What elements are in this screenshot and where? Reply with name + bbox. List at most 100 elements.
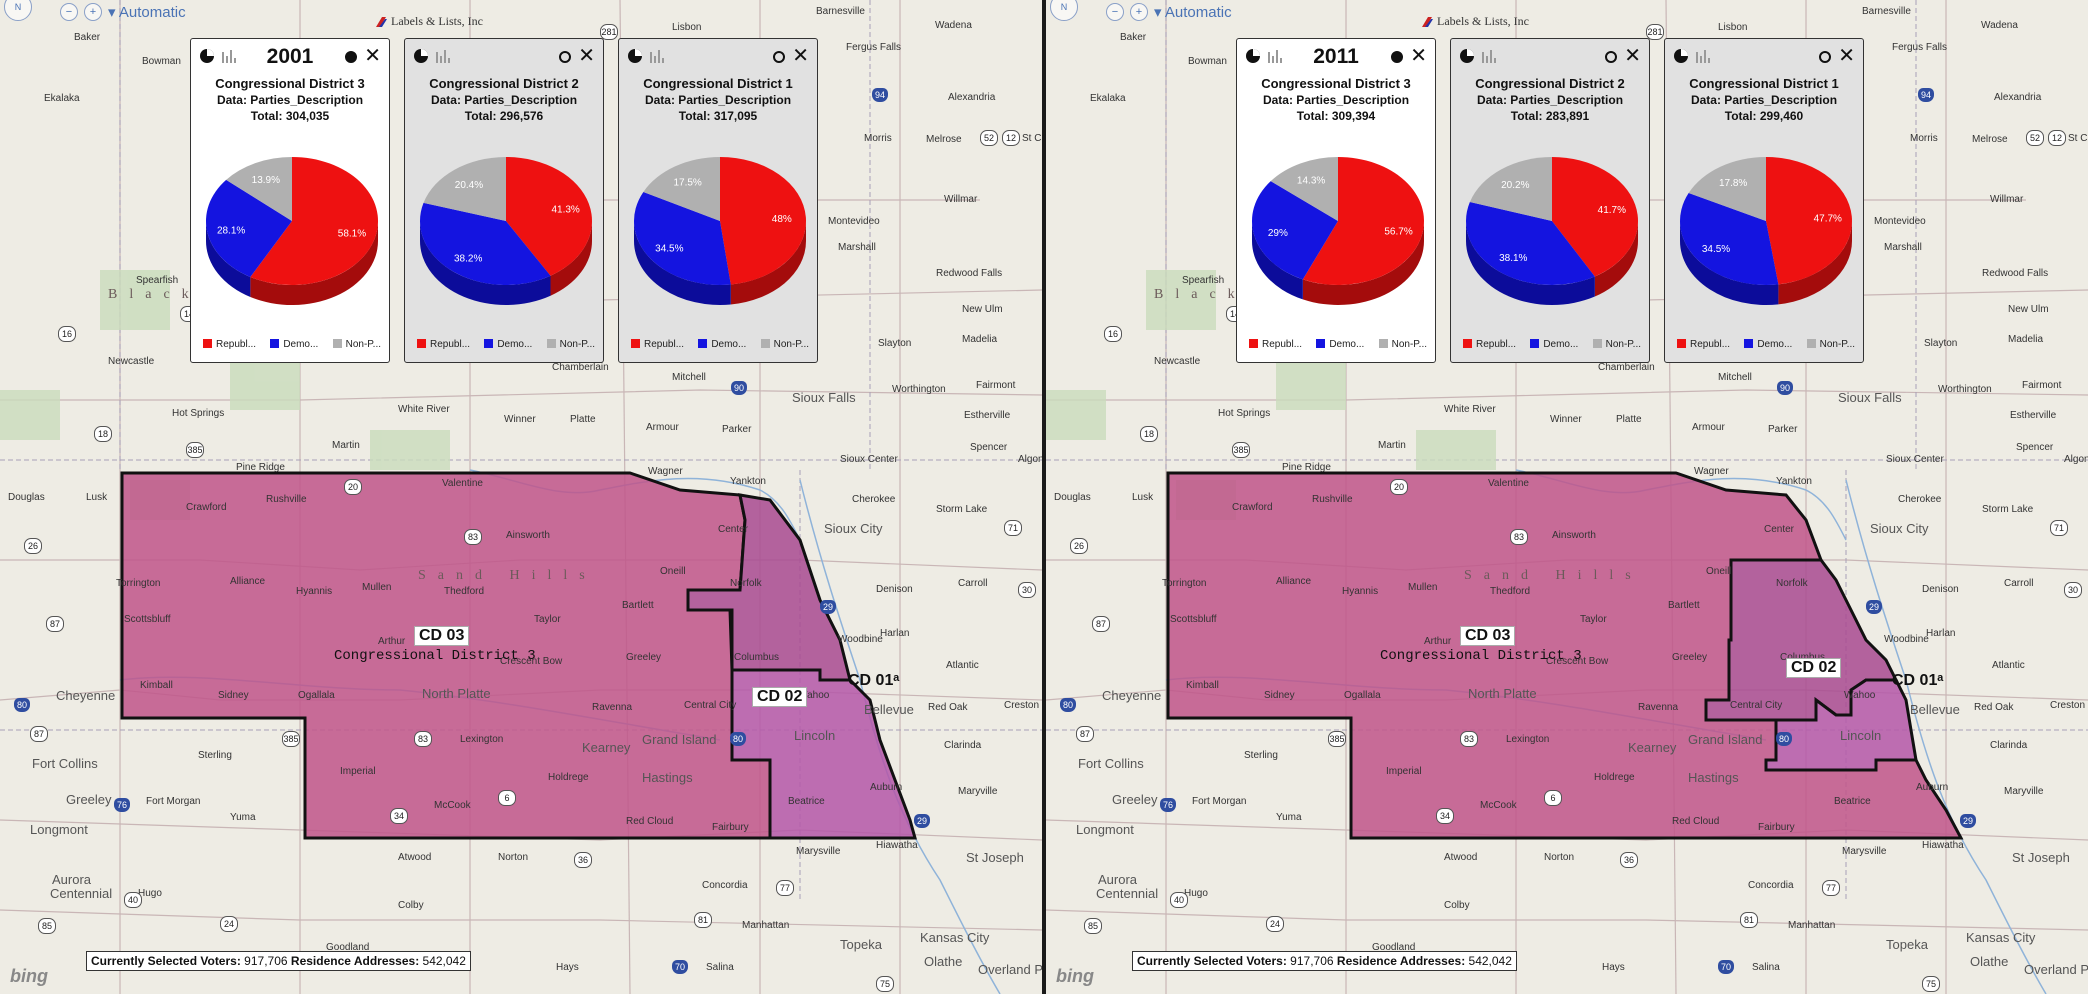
close-icon[interactable]: ✕ bbox=[364, 45, 381, 67]
close-icon[interactable]: ✕ bbox=[792, 45, 809, 67]
legend-item-nonpartisan: Non-P... bbox=[760, 339, 809, 350]
place-label: Fort Morgan bbox=[1192, 796, 1247, 807]
card-title: Congressional District 3 bbox=[1261, 76, 1411, 91]
interstate-shield: 80 bbox=[14, 698, 30, 712]
legend: Republ... Demo... Non-P... bbox=[1677, 339, 1855, 350]
bar-chart-icon[interactable] bbox=[649, 48, 665, 64]
district-card[interactable]: ✕ Congressional District 1 Data: Parties… bbox=[1664, 38, 1864, 363]
pie-value-label: 20.2% bbox=[1501, 180, 1529, 191]
place-label: Armour bbox=[1692, 422, 1725, 433]
radio-icon[interactable] bbox=[1605, 51, 1617, 63]
brand-logo: Labels & Lists, Inc bbox=[374, 14, 483, 29]
us-route-shield: 87 bbox=[30, 726, 48, 742]
compass-icon[interactable]: N bbox=[1050, 0, 1078, 21]
bar-chart-icon[interactable] bbox=[1695, 48, 1711, 64]
district-2-label[interactable]: CD 02 bbox=[1786, 658, 1842, 678]
map-style-dropdown[interactable]: ▾ Automatic bbox=[1154, 4, 1232, 21]
zoom-out-button[interactable]: − bbox=[1106, 3, 1124, 21]
pie-chart-icon[interactable] bbox=[627, 48, 643, 64]
district-1-label[interactable]: CD 01ᵃ bbox=[848, 672, 900, 689]
zoom-in-button[interactable]: + bbox=[1130, 3, 1148, 21]
district-3-label[interactable]: CD 03 bbox=[1460, 626, 1516, 646]
place-label: Longmont bbox=[30, 822, 88, 837]
district-2-label[interactable]: CD 02 bbox=[752, 687, 808, 707]
legend: Republ... Demo... Non-P... bbox=[203, 339, 381, 350]
place-label: Melrose bbox=[926, 134, 962, 145]
district-card[interactable]: ✕ Congressional District 1 Data: Parties… bbox=[618, 38, 818, 363]
place-label: Hays bbox=[556, 962, 579, 973]
place-label: Goodland bbox=[326, 942, 370, 953]
close-icon[interactable]: ✕ bbox=[1838, 45, 1855, 67]
close-icon[interactable]: ✕ bbox=[1410, 45, 1427, 67]
pie-slice-democrat bbox=[1680, 193, 1779, 285]
radio-icon[interactable] bbox=[1391, 51, 1403, 63]
legend-item-democrat: Demo... bbox=[1530, 339, 1578, 350]
bar-chart-icon[interactable] bbox=[221, 48, 237, 64]
place-label: Arthur bbox=[1424, 636, 1452, 647]
place-label: Olathe bbox=[1970, 954, 2009, 969]
us-route-shield: 18 bbox=[94, 426, 112, 442]
radio-icon[interactable] bbox=[559, 51, 571, 63]
place-label: Willmar bbox=[1990, 194, 2024, 205]
place-label: Hugo bbox=[138, 888, 162, 899]
card-total: Total: 299,460 bbox=[1724, 109, 1804, 123]
place-label: Parker bbox=[1768, 424, 1798, 435]
map-style-dropdown[interactable]: ▾ Automatic bbox=[108, 4, 186, 21]
bar-chart-icon[interactable] bbox=[1267, 48, 1283, 64]
place-label: Marshall bbox=[838, 242, 876, 253]
place-label: Lusk bbox=[1132, 492, 1154, 503]
addresses-label: Residence Addresses: bbox=[1336, 954, 1466, 968]
bar-chart-icon[interactable] bbox=[435, 48, 451, 64]
place-label: Slayton bbox=[1924, 338, 1958, 349]
us-route-shield: 36 bbox=[1620, 852, 1638, 868]
zoom-in-button[interactable]: + bbox=[84, 3, 102, 21]
card-total: Total: 283,891 bbox=[1510, 109, 1590, 123]
district-1-area bbox=[730, 668, 917, 840]
pie-chart-icon[interactable] bbox=[1673, 48, 1689, 64]
place-label: Morris bbox=[864, 133, 892, 144]
map-navigation: N − + ▾ Automatic bbox=[1050, 0, 1232, 21]
pie-chart-icon[interactable] bbox=[1459, 48, 1475, 64]
radio-icon[interactable] bbox=[345, 51, 357, 63]
radio-icon[interactable] bbox=[1819, 51, 1831, 63]
place-label: Thedford bbox=[1490, 586, 1531, 597]
district-1-label[interactable]: CD 01ᵃ bbox=[1892, 672, 1944, 689]
district-card[interactable]: 2001 ✕ Congressional District 3 Data: Pa… bbox=[190, 38, 390, 363]
pie-chart-icon[interactable] bbox=[413, 48, 429, 64]
map-panel-2011[interactable]: Baker Bowman Ekalaka Lisbon Barnesville … bbox=[1046, 0, 2088, 994]
place-label: Creston bbox=[1004, 700, 1040, 711]
card-data-source: Data: Parties_Description bbox=[1262, 93, 1410, 107]
status-bar: Currently Selected Voters: 917,706 Resid… bbox=[86, 951, 471, 971]
place-label: Hiawatha bbox=[876, 840, 918, 851]
place-label: Valentine bbox=[1488, 478, 1529, 489]
pie-value-label: 38.2% bbox=[454, 253, 482, 264]
us-route-shield: 385 bbox=[282, 731, 300, 747]
pie-chart-icon[interactable] bbox=[199, 48, 215, 64]
place-label: Montevideo bbox=[828, 216, 880, 227]
map-panel-2001[interactable]: Baker Bowman Ekalaka Lisbon Barnesville … bbox=[0, 0, 1042, 994]
brand-logo: Labels & Lists, Inc bbox=[1420, 14, 1529, 29]
district-3-label[interactable]: CD 03 bbox=[414, 626, 470, 646]
place-label: Newcastle bbox=[1154, 356, 1201, 367]
district-card[interactable]: ✕ Congressional District 2 Data: Parties… bbox=[1450, 38, 1650, 363]
place-label: White River bbox=[1444, 404, 1496, 415]
legend: Republ... Demo... Non-P... bbox=[1249, 339, 1427, 350]
interstate-shield: 29 bbox=[1866, 600, 1882, 614]
district-card[interactable]: ✕ Congressional District 2 Data: Parties… bbox=[404, 38, 604, 363]
compass-icon[interactable]: N bbox=[4, 0, 32, 21]
place-label: Marshall bbox=[1884, 242, 1922, 253]
panel-divider bbox=[1042, 0, 1046, 994]
zoom-out-button[interactable]: − bbox=[60, 3, 78, 21]
region-label: Sand Hills bbox=[418, 568, 597, 583]
legend-item-republican: Republ... bbox=[1463, 339, 1516, 350]
place-label: Bellevue bbox=[864, 702, 914, 717]
radio-icon[interactable] bbox=[773, 51, 785, 63]
place-label: Maryville bbox=[2004, 786, 2044, 797]
interstate-shield: 80 bbox=[1776, 732, 1792, 746]
bar-chart-icon[interactable] bbox=[1481, 48, 1497, 64]
close-icon[interactable]: ✕ bbox=[1624, 45, 1641, 67]
district-card[interactable]: 2011 ✕ Congressional District 3 Data: Pa… bbox=[1236, 38, 1436, 363]
close-icon[interactable]: ✕ bbox=[578, 45, 595, 67]
place-label: Concordia bbox=[702, 880, 748, 891]
pie-chart-icon[interactable] bbox=[1245, 48, 1261, 64]
